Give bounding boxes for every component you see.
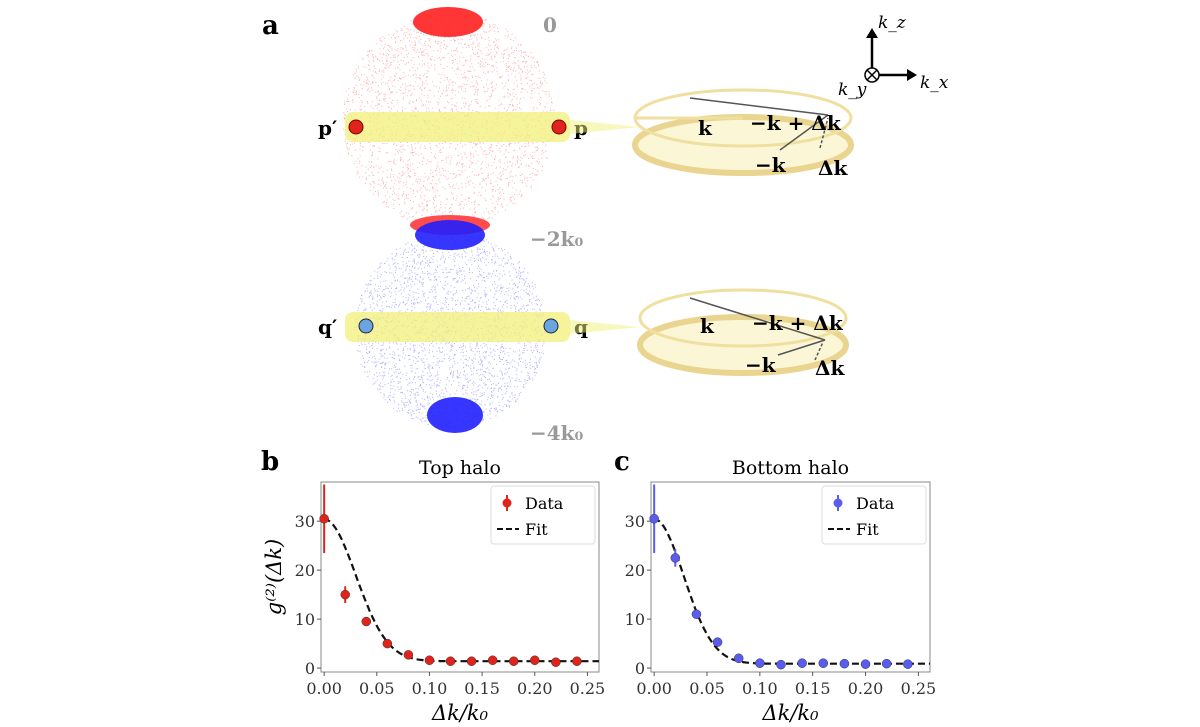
y-tick-label: 0 [635,659,645,678]
x-tick-label: 0.05 [359,679,395,698]
momentum-label-middle: −2k₀ [530,227,584,251]
panel-label-c: c [614,447,630,477]
data-point [691,609,702,619]
plot-b: b Top halo 0.00 0.05 0.10 0.15 0.20 0.25 0 10 20 30… [261,447,605,725]
legend-marker-data [833,498,843,508]
x-tick-label: 0.00 [306,679,342,698]
y-tick-label: 20 [295,561,315,580]
ring-label-neg-k-2: −k [745,353,777,377]
data-point [340,589,350,600]
data-point [508,656,519,666]
y-tick-label: 10 [625,610,645,629]
data-point [776,659,786,670]
ring-label-sum-2: −k + Δk [752,311,844,335]
data-point [424,655,435,665]
y-tick-label: 30 [295,512,315,531]
y-tick-label: 20 [625,561,645,580]
y-axis-label: g⁽²⁾(Δk) [262,539,286,615]
plot-frame [650,481,931,673]
top-ring-diagram: k −k + Δk −k Δk [632,88,854,180]
data-point [712,637,723,647]
momentum-label-top: 0 [543,13,557,37]
point-q-prime [358,318,374,334]
x-axis-label: Δk/k₀ [431,701,489,725]
plot-title: Top halo [419,457,501,479]
x-tick-label: 0.05 [689,679,725,698]
ring-label-k-2: k [700,314,715,338]
panel-label-a: a [262,11,279,41]
data-point [445,656,456,666]
legend: Data Fit [490,485,596,545]
data-point [860,659,871,669]
x-tick-label: 0.25 [570,679,606,698]
data-point [670,553,681,563]
ring-label-dk-2: Δk [815,356,846,380]
data-point [839,658,850,669]
data-point [530,655,540,665]
y-tick-label: 30 [625,512,645,531]
axis-label-kz: k_z [878,13,907,33]
bottom-halo-sphere [354,220,547,433]
data-point [551,657,561,667]
bottom-ring-diagram: k −k + Δk −k Δk [637,288,849,380]
y-tick-label: 0 [305,659,315,678]
point-p-prime [348,119,364,135]
legend-label-fit: Fit [856,520,879,539]
legend-marker-data [502,498,512,508]
momentum-label-bottom: −4k₀ [530,421,584,445]
data-point [903,659,913,669]
x-tick-label: 0.10 [412,679,448,698]
plot-c: c Bottom halo 0.00 0.05 0.10 0.15 0.20 0.25 0 10 2… [614,447,936,725]
top-band [345,112,570,142]
legend-label-data: Data [525,494,564,513]
bottom-zoom-wedge [570,320,640,334]
panel-label-b: b [261,447,279,477]
ring-label-sum: −k + Δk [750,111,842,135]
plot-title: Bottom halo [732,457,849,479]
point-p [551,119,567,135]
ring-label-neg-k: −k [755,153,787,177]
axis-label-kx: k_x [920,73,949,93]
ring-label-k: k [698,116,713,140]
ring-label-dk: Δk [818,156,849,180]
data-point [361,616,372,627]
legend-label-fit: Fit [525,520,548,539]
data-point [797,658,807,668]
data-point [319,513,329,524]
x-tick-label: 0.15 [464,679,500,698]
data-point [382,638,393,649]
x-tick-label: 0.10 [742,679,778,698]
top-zoom-wedge [570,120,640,134]
point-q [543,318,559,334]
legend: Data Fit [821,485,927,545]
x-tick-label: 0.15 [795,679,831,698]
legend-label-data: Data [856,494,895,513]
data-point [818,658,829,668]
data-point [403,650,414,660]
data-point [881,658,892,669]
data-point [733,653,744,664]
data-point [487,655,498,665]
bottom-band [345,312,570,342]
x-axis-label: Δk/k₀ [761,701,819,725]
x-tick-label: 0.20 [848,679,884,698]
data-point [649,513,659,524]
y-tick-label: 10 [295,610,315,629]
data-point [466,656,477,666]
x-tick-label: 0.00 [636,679,672,698]
label-q-prime: q′ [318,315,337,339]
data-point [572,656,582,666]
x-tick-label: 0.20 [517,679,553,698]
axes-icon: k_z k_y k_x [838,13,949,100]
plot-frame [320,481,600,673]
label-p-prime: p′ [318,116,337,140]
data-point [755,658,765,668]
axis-label-ky: k_y [838,80,867,100]
fit-line [653,517,930,665]
x-tick-label: 0.25 [901,679,937,698]
